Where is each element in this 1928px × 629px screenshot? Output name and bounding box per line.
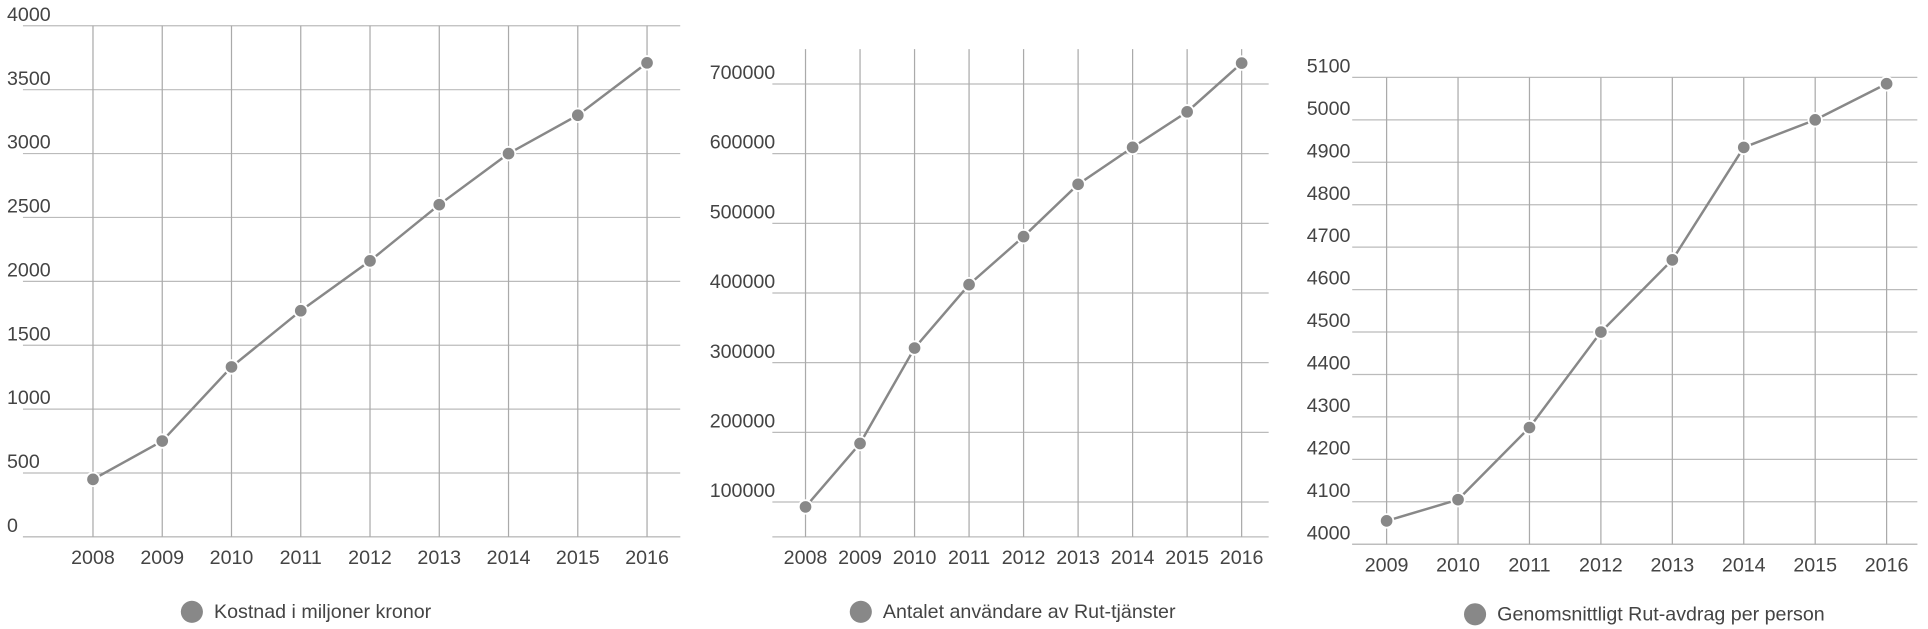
data-point: [961, 276, 977, 293]
data-point: [1664, 252, 1681, 268]
y-tick-label: 3500: [7, 68, 51, 90]
data-point: [431, 196, 447, 213]
y-tick-label: 1500: [7, 323, 51, 345]
data-point: [1807, 112, 1823, 128]
x-tick-label: 2010: [893, 547, 937, 569]
data-point: [1878, 76, 1895, 92]
data-point: [797, 499, 814, 515]
y-tick-label: 4200: [1307, 437, 1351, 459]
y-tick-label: 500: [7, 451, 40, 473]
x-tick-label: 2013: [417, 547, 461, 569]
y-tick-label: 5000: [1307, 98, 1351, 120]
legend-marker: [849, 600, 872, 623]
y-tick-label: 700000: [710, 62, 776, 84]
data-point: [1124, 139, 1141, 156]
x-tick-label: 2013: [1056, 547, 1100, 569]
data-point: [362, 253, 378, 269]
data-point: [1233, 55, 1250, 71]
data-point: [906, 340, 923, 356]
x-tick-label: 2012: [348, 547, 392, 569]
legend-marker: [1464, 603, 1487, 626]
y-tick-label: 2500: [7, 196, 51, 218]
y-tick-label: 0: [7, 515, 18, 537]
x-tick-label: 2009: [1365, 554, 1409, 576]
legend-label: Antalet användare av Rut-tjänster: [883, 601, 1176, 623]
x-tick-label: 2016: [625, 547, 669, 569]
x-tick-label: 2008: [71, 547, 115, 569]
y-tick-label: 4000: [7, 4, 51, 26]
y-tick-label: 2000: [7, 259, 51, 281]
y-tick-label: 100000: [710, 480, 776, 502]
x-tick-label: 2015: [1165, 547, 1209, 569]
x-tick-label: 2016: [1220, 547, 1264, 569]
x-tick-label: 2015: [1793, 554, 1837, 576]
x-tick-label: 2014: [487, 547, 531, 569]
data-point: [1179, 104, 1195, 120]
y-tick-label: 4100: [1307, 480, 1351, 502]
x-tick-label: 2012: [1579, 554, 1623, 576]
y-tick-label: 4700: [1307, 225, 1351, 247]
data-point: [223, 359, 240, 375]
data-point: [1450, 491, 1466, 508]
x-tick-label: 2011: [948, 547, 990, 569]
y-tick-label: 3000: [7, 132, 51, 154]
data-point: [500, 145, 517, 162]
y-tick-label: 300000: [710, 341, 776, 363]
x-tick-label: 2009: [140, 547, 184, 569]
x-tick-label: 2012: [1002, 547, 1046, 569]
x-tick-label: 2011: [1508, 554, 1550, 576]
data-point: [1378, 513, 1395, 529]
y-tick-label: 1000: [7, 387, 51, 409]
data-point: [639, 55, 655, 71]
legend-label: Kostnad i miljoner kronor: [214, 601, 432, 623]
data-line: [1386, 82, 1888, 523]
x-tick-label: 2011: [280, 547, 322, 569]
legend-marker: [180, 600, 203, 623]
y-tick-label: 4500: [1307, 310, 1351, 332]
x-tick-label: 2015: [556, 547, 600, 569]
y-tick-label: 200000: [710, 410, 776, 432]
y-tick-label: 4600: [1307, 268, 1351, 290]
legend-label: Genomsnittligt Rut-avdrag per person: [1497, 603, 1825, 625]
data-point: [1015, 228, 1032, 245]
data-point: [1521, 419, 1538, 436]
x-tick-label: 2013: [1650, 554, 1694, 576]
data-point: [85, 471, 101, 488]
x-tick-label: 2008: [784, 547, 828, 569]
y-tick-label: 4000: [1307, 522, 1351, 544]
y-tick-label: 5100: [1307, 55, 1351, 77]
data-point: [293, 303, 309, 319]
data-point: [154, 433, 170, 449]
data-point: [852, 435, 868, 452]
y-tick-label: 4300: [1307, 395, 1351, 417]
x-tick-label: 2014: [1722, 554, 1766, 576]
y-tick-label: 400000: [710, 271, 776, 293]
x-tick-label: 2010: [1436, 554, 1480, 576]
data-point: [1593, 324, 1609, 340]
x-tick-label: 2009: [838, 547, 882, 569]
y-tick-label: 600000: [710, 132, 776, 154]
y-tick-label: 500000: [710, 201, 776, 223]
y-tick-label: 4800: [1307, 183, 1351, 205]
y-tick-label: 4400: [1307, 353, 1351, 375]
x-tick-label: 2016: [1865, 554, 1909, 576]
x-tick-label: 2014: [1111, 547, 1155, 569]
y-tick-label: 4900: [1307, 140, 1351, 162]
data-point: [570, 107, 586, 123]
data-point: [1736, 139, 1752, 156]
data-point: [1070, 176, 1086, 192]
x-tick-label: 2010: [210, 547, 254, 569]
